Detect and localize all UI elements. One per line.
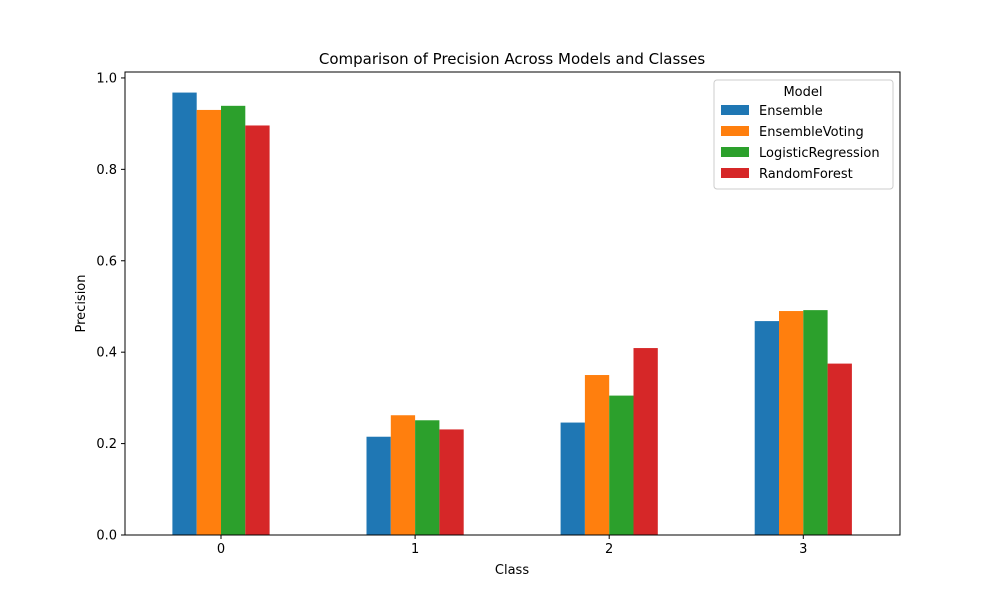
legend-label: RandomForest (759, 167, 853, 182)
bar (390, 415, 416, 535)
bar (415, 420, 440, 535)
bar (754, 321, 779, 535)
x-axis: 0 1 2 3 (217, 535, 807, 557)
bar (221, 105, 246, 535)
plot-frame (124, 71, 901, 536)
bars-layer (172, 92, 852, 535)
x-tick-label: 2 (605, 542, 613, 557)
bar (779, 311, 804, 535)
legend-swatch (721, 168, 749, 178)
bar (245, 125, 270, 535)
legend-swatch (721, 147, 749, 157)
x-tick-label: 0 (217, 542, 225, 557)
legend-label: EnsembleVoting (759, 125, 864, 140)
x-tick-label: 1 (411, 542, 419, 557)
bar (803, 310, 828, 535)
y-tick-label: 0.2 (96, 437, 117, 452)
legend: Model Ensemble EnsembleVoting LogisticRegr… (713, 79, 894, 190)
legend-swatch (721, 126, 749, 136)
legend-title: Model (783, 85, 822, 100)
y-tick-label: 0.4 (96, 346, 117, 361)
y-tick-label: 0.6 (96, 254, 117, 269)
bar (584, 375, 610, 535)
x-axis-label: Class (495, 563, 529, 578)
legend-box (713, 79, 894, 190)
legend-swatch (721, 105, 749, 115)
y-tick-label: 0.8 (96, 163, 117, 178)
bar (827, 363, 852, 535)
bar (633, 348, 658, 535)
bar (609, 395, 634, 535)
x-tick-label: 3 (799, 542, 807, 557)
y-axis: 0.0 0.2 0.4 0.6 0.8 1.0 (96, 71, 125, 544)
bar (439, 429, 464, 535)
legend-label: Ensemble (759, 104, 823, 119)
bar (172, 92, 197, 535)
y-tick-label: 0.0 (96, 529, 117, 544)
y-tick-label: 1.0 (96, 71, 117, 86)
chart-title: Comparison of Precision Across Models an… (319, 50, 705, 68)
y-axis-label: Precision (74, 274, 89, 332)
bar (560, 422, 585, 535)
bar (196, 109, 221, 535)
legend-label: LogisticRegression (759, 146, 880, 161)
bar (366, 436, 391, 535)
